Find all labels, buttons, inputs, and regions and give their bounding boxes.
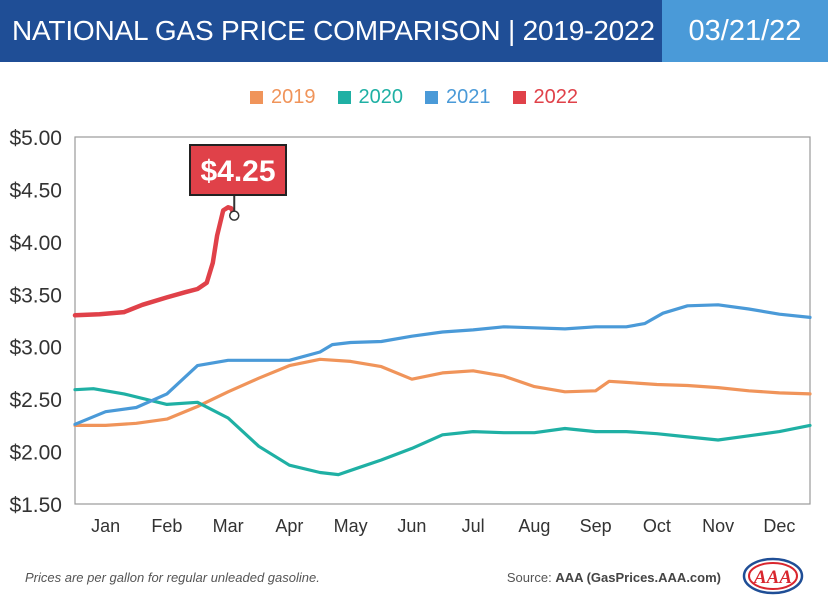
y-tick-label: $5.00	[9, 127, 62, 150]
legend-label: 2019	[271, 86, 316, 108]
x-tick-label: Aug	[518, 516, 550, 536]
series-line-2021	[73, 303, 812, 426]
y-tick-label: $2.50	[9, 389, 62, 412]
aaa-logo: AAA	[742, 557, 804, 595]
legend-swatch	[337, 91, 351, 104]
x-tick-label: Apr	[275, 516, 303, 536]
legend-label: 2020	[358, 86, 404, 108]
y-tick-label: $1.50	[9, 494, 62, 517]
legend-item-2020: 2020	[337, 86, 404, 109]
x-tick-label: Oct	[643, 516, 671, 536]
y-tick-label: $3.50	[9, 284, 62, 307]
plot-area	[74, 136, 811, 505]
x-tick-label: Sep	[580, 516, 612, 536]
source-label: Source:	[506, 570, 552, 585]
annotation-marker	[229, 210, 240, 221]
logo-text: AAA	[753, 567, 792, 588]
annotation-label: $4.25	[200, 155, 275, 188]
y-tick-label: $4.50	[9, 179, 62, 202]
x-tick-label: Nov	[702, 516, 734, 536]
chart-title: NATIONAL GAS PRICE COMPARISON | 2019-202…	[12, 15, 655, 46]
source-value: AAA (GasPrices.AAA.com)	[555, 570, 721, 585]
chart-legend: 2019 2020 2021 2022	[0, 86, 828, 109]
x-tick-label: Jan	[91, 516, 120, 536]
series-line-2020	[73, 387, 812, 477]
legend-swatch	[512, 91, 526, 104]
x-tick-label: Feb	[151, 516, 182, 536]
x-tick-label: Jun	[397, 516, 426, 536]
legend-item-2019: 2019	[250, 86, 316, 109]
series-line-2022	[72, 205, 237, 318]
source-credit: Source: AAA (GasPrices.AAA.com)	[507, 570, 721, 585]
legend-label: 2021	[446, 86, 491, 108]
y-tick-label: $4.00	[9, 232, 62, 255]
y-tick-label: $3.00	[9, 337, 62, 360]
legend-item-2022: 2022	[512, 86, 579, 109]
legend-label: 2022	[533, 86, 579, 108]
x-tick-label: Jul	[462, 516, 485, 536]
legend-item-2021: 2021	[425, 86, 491, 109]
footnote: Prices are per gallon for regular unlead…	[25, 570, 320, 585]
date-badge: 03/21/22	[662, 0, 828, 62]
legend-swatch	[250, 91, 263, 104]
legend-swatch	[425, 91, 438, 104]
y-tick-label: $2.00	[9, 442, 62, 465]
x-tick-label: May	[334, 516, 368, 536]
header-bar: NATIONAL GAS PRICE COMPARISON | 2019-202…	[0, 0, 828, 62]
x-tick-label: Dec	[763, 516, 795, 536]
x-tick-label: Mar	[213, 516, 244, 536]
annotation-box	[189, 144, 287, 196]
